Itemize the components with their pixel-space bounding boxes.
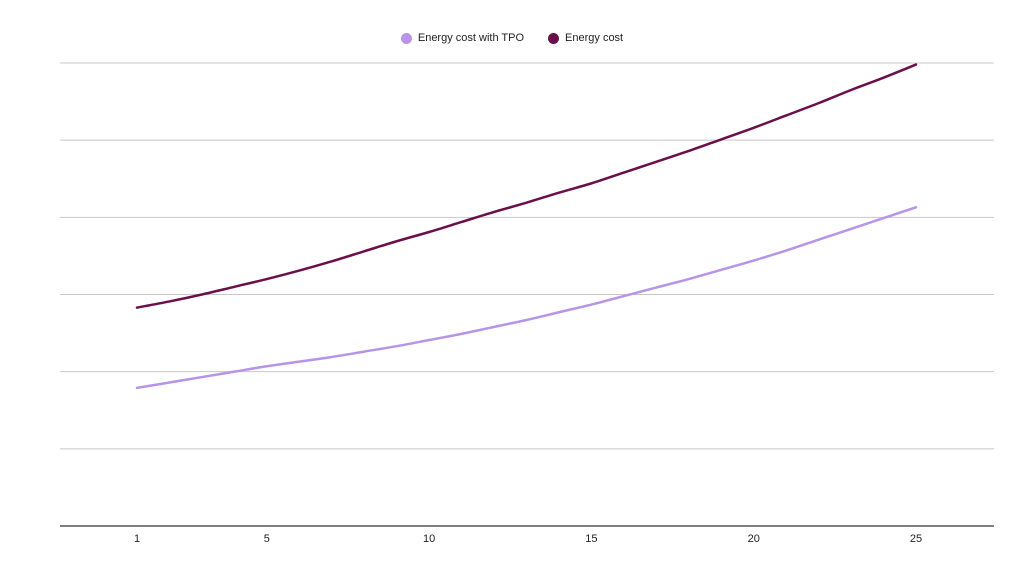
x-tick-label: 25 [910, 533, 922, 545]
legend-item-energy-cost[interactable]: Energy cost [548, 32, 623, 44]
x-tick-label: 10 [423, 533, 435, 545]
x-tick-label: 20 [748, 533, 760, 545]
x-axis: 1 5 10 15 20 25 [60, 525, 994, 545]
legend-swatch-energy-cost-with-tpo [400, 32, 412, 44]
x-tick-label: 1 [134, 533, 140, 545]
x-tick-label: 15 [585, 533, 597, 545]
series-line-energy-cost-with-tpo[interactable] [135, 206, 918, 390]
series-lines [135, 63, 918, 390]
gridlines [60, 62, 994, 450]
x-tick-label: 5 [264, 533, 270, 545]
legend-label-energy-cost: Energy cost [565, 32, 624, 44]
legend-label-energy-cost-with-tpo: Energy cost with TPO [417, 32, 525, 44]
legend: Energy cost with TPO Energy cost [0, 32, 1024, 44]
legend-item-energy-cost-with-tpo[interactable]: Energy cost with TPO [400, 32, 525, 44]
series-line-energy-cost[interactable] [135, 63, 918, 309]
legend-swatch-energy-cost [548, 32, 560, 44]
